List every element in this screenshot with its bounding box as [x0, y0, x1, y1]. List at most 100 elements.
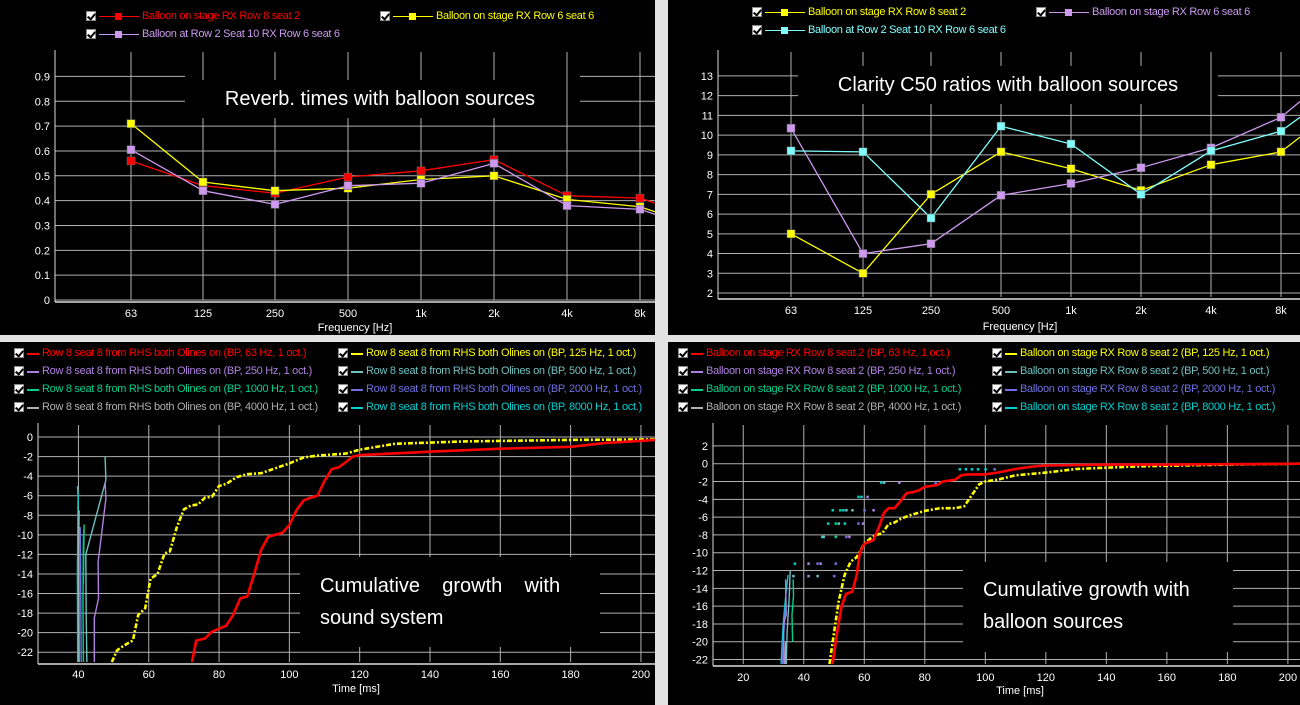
legend-item-balloon-on-stage-rx-row-8-seat-2-bp-250-hz-1-oct[interactable]: Balloon on stage RX Row 8 seat 2 (BP, 25… — [678, 364, 956, 378]
legend-item-balloon-on-stage-rx-row-8-seat-2-bp-500-hz-1-oct[interactable]: Balloon on stage RX Row 8 seat 2 (BP, 50… — [992, 364, 1270, 378]
legend-item-balloon-on-stage-rx-row-8-seat-2-bp-8000-hz-1-oct[interactable]: Balloon on stage RX Row 8 seat 2 (BP, 80… — [992, 400, 1275, 414]
x-tick-label: 80 — [919, 672, 931, 684]
data-point-marker — [635, 205, 645, 214]
legend-item-balloon-on-stage-rx-row-8-seat-2-bp-4000-hz-1-oct[interactable]: Balloon on stage RX Row 8 seat 2 (BP, 40… — [678, 400, 961, 414]
chart-svg-2: 0 -2 -4 -6 -8 -10 -12 -14 -16 -18 -20 -22 40 60 80 100 1… — [17, 423, 655, 695]
legend-checkbox[interactable] — [992, 366, 1002, 376]
x-tick-label: 125 — [194, 308, 212, 320]
data-point-marker — [1276, 147, 1286, 157]
legend-checkbox[interactable] — [338, 366, 348, 376]
legend-checkbox[interactable] — [14, 384, 24, 394]
scatter-point — [857, 495, 860, 499]
legend-checkbox[interactable] — [14, 366, 24, 376]
legend-checkbox[interactable] — [338, 348, 348, 358]
data-point-marker — [786, 123, 796, 133]
legend-checkbox[interactable] — [86, 11, 96, 21]
legend-line-icon — [27, 402, 39, 413]
y-tick-label: -16 — [692, 601, 708, 613]
legend-item-balloon-on-stage-rx-row-6-seat-6[interactable]: Balloon on stage RX Row 6 seat 6 — [380, 9, 594, 23]
data-point-marker — [786, 229, 796, 239]
x-tick-label: 1k — [415, 308, 427, 320]
x-tick-label: 8k — [1275, 305, 1287, 317]
legend-item-balloon-on-stage-rx-row-8-seat-2-bp-125-hz-1-oct[interactable]: Balloon on stage RX Row 8 seat 2 (BP, 12… — [992, 346, 1270, 360]
x-tick-label: 200 — [632, 669, 650, 681]
x-tick-label: 4k — [561, 308, 573, 320]
x-tick-label: 63 — [785, 305, 797, 317]
legend-checkbox[interactable] — [1036, 7, 1046, 17]
y-tick-label: 2 — [702, 441, 708, 453]
legend-item-balloon-on-stage-rx-row-8-seat-2[interactable]: Balloon on stage RX Row 8 seat 2 — [86, 9, 300, 23]
legend-checkbox[interactable] — [752, 7, 762, 17]
scatter-point — [834, 562, 838, 565]
legend-line-icon — [99, 11, 139, 22]
data-point-marker — [786, 146, 796, 156]
data-point-marker — [1136, 163, 1146, 172]
legend-checkbox[interactable] — [678, 384, 688, 394]
legend-item-balloon-on-stage-rx-row-6-seat-6[interactable]: Balloon on stage RX Row 6 seat 6 — [1036, 5, 1250, 19]
legend-item-balloon-at-row-2-seat-10-rx-row-6-seat-6[interactable]: Balloon at Row 2 Seat 10 RX Row 6 seat 6 — [752, 23, 1006, 37]
legend-item-row-8-seat-8-from-rhs-both-olines-on-bp-1000-hz-1-oct[interactable]: Row 8 seat 8 from RHS both Olines on (BP… — [14, 382, 318, 396]
x-tick-label: 120 — [351, 669, 369, 681]
legend-checkbox[interactable] — [338, 384, 348, 394]
scatter-point — [837, 522, 841, 525]
scatter-point — [843, 522, 847, 525]
scatter-point — [816, 574, 819, 578]
x-tick-label: 60 — [143, 669, 155, 681]
x-tick-label: 500 — [992, 305, 1010, 317]
x-tick-label: 120 — [1037, 672, 1055, 684]
series-row-8-seat-8-from-rhs-both-olines-on-bp-125-hz-1-oct — [110, 438, 655, 663]
legend-label: Balloon on stage RX Row 8 seat 2 (BP, 20… — [1020, 383, 1276, 395]
legend-line-icon — [351, 384, 363, 395]
series-balloon-on-stage-rx-row-8-seat-2-bp-250-hz-1-oct — [782, 579, 787, 665]
legend-checkbox[interactable] — [678, 402, 688, 412]
legend-checkbox[interactable] — [678, 348, 688, 358]
legend-checkbox[interactable] — [992, 348, 1002, 358]
y-tick-label: -12 — [692, 566, 708, 578]
legend-checkbox[interactable] — [86, 29, 96, 39]
legend-item-row-8-seat-8-from-rhs-both-olines-on-bp-125-hz-1-oct[interactable]: Row 8 seat 8 from RHS both Olines on (BP… — [338, 346, 636, 360]
legend-item-balloon-on-stage-rx-row-8-seat-2-bp-63-hz-1-oct[interactable]: Balloon on stage RX Row 8 seat 2 (BP, 63… — [678, 346, 950, 360]
legend-checkbox[interactable] — [992, 384, 1002, 394]
y-tick-label: 0 — [702, 459, 708, 471]
y-tick-label: -2 — [698, 477, 708, 489]
legend-item-balloon-on-stage-rx-row-8-seat-2-bp-1000-hz-1-oct[interactable]: Balloon on stage RX Row 8 seat 2 (BP, 10… — [678, 382, 961, 396]
legend-label: Balloon on stage RX Row 8 seat 2 (BP, 10… — [706, 383, 962, 395]
legend-item-balloon-on-stage-rx-row-8-seat-2-bp-2000-hz-1-oct[interactable]: Balloon on stage RX Row 8 seat 2 (BP, 20… — [992, 382, 1275, 396]
legend-line-icon — [351, 348, 363, 359]
x-tick-label: 250 — [266, 308, 284, 320]
legend-item-row-8-seat-8-from-rhs-both-olines-on-bp-8000-hz-1-oct[interactable]: Row 8 seat 8 from RHS both Olines on (BP… — [338, 400, 642, 414]
legend-line-icon — [691, 366, 703, 377]
y-tick-label: -8 — [698, 530, 708, 542]
data-point-marker — [126, 145, 136, 154]
legend-checkbox[interactable] — [338, 402, 348, 412]
legend-checkbox[interactable] — [14, 402, 24, 412]
legend-checkbox[interactable] — [14, 348, 24, 358]
legend-item-row-8-seat-8-from-rhs-both-olines-on-bp-2000-hz-1-oct[interactable]: Row 8 seat 8 from RHS both Olines on (BP… — [338, 382, 642, 396]
legend-line-icon — [27, 366, 39, 377]
scatter-point — [872, 508, 875, 512]
legend-label: Row 8 seat 8 from RHS both Olines on (BP… — [366, 347, 637, 359]
legend-checkbox[interactable] — [678, 366, 688, 376]
legend-item-balloon-at-row-2-seat-10-rx-row-6-seat-6[interactable]: Balloon at Row 2 Seat 10 RX Row 6 seat 6 — [86, 27, 340, 41]
data-point-marker — [416, 166, 426, 176]
legend-checkbox[interactable] — [752, 25, 762, 35]
legend-item-row-8-seat-8-from-rhs-both-olines-on-bp-63-hz-1-oct[interactable]: Row 8 seat 8 from RHS both Olines on (BP… — [14, 346, 307, 360]
series-balloon-on-stage-rx-row-8-seat-2-bp-63-hz-1-oct — [831, 462, 1300, 665]
legend-line-icon — [351, 402, 363, 413]
x-tick-label: 250 — [922, 305, 940, 317]
legend-item-balloon-on-stage-rx-row-8-seat-2[interactable]: Balloon on stage RX Row 8 seat 2 — [752, 5, 966, 19]
legend-item-row-8-seat-8-from-rhs-both-olines-on-bp-4000-hz-1-oct[interactable]: Row 8 seat 8 from RHS both Olines on (BP… — [14, 400, 318, 414]
series-balloon-at-row-2-seat-10-rx-row-6-seat-6 — [126, 145, 655, 215]
legend-checkbox[interactable] — [380, 11, 390, 21]
series-row-8-seat-8-from-rhs-both-olines-on-bp-8000-hz-1-oct — [76, 485, 79, 663]
chart-title: Cumulative growth with balloon sources — [963, 568, 1233, 644]
y-tick-label: 0.3 — [35, 220, 50, 232]
x-tick-label: 1k — [1065, 305, 1077, 317]
legend-item-row-8-seat-8-from-rhs-both-olines-on-bp-500-hz-1-oct[interactable]: Row 8 seat 8 from RHS both Olines on (BP… — [338, 364, 636, 378]
data-point-marker — [489, 171, 499, 181]
scatter-point — [845, 508, 848, 512]
x-axis-label: Frequency [Hz] — [983, 321, 1058, 333]
legend-checkbox[interactable] — [992, 402, 1002, 412]
legend-item-row-8-seat-8-from-rhs-both-olines-on-bp-250-hz-1-oct[interactable]: Row 8 seat 8 from RHS both Olines on (BP… — [14, 364, 312, 378]
